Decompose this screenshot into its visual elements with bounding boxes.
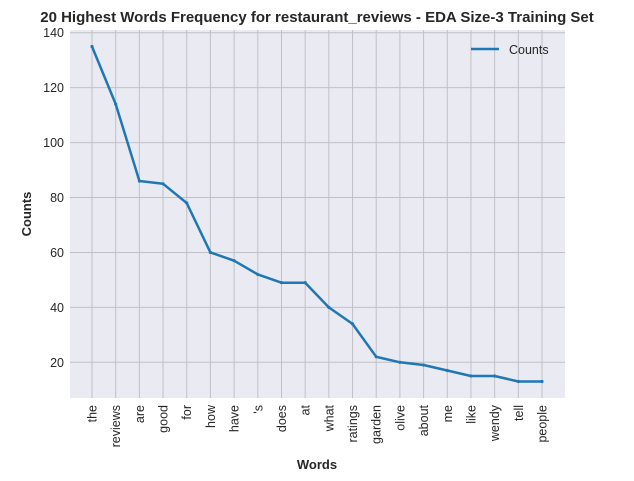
data-point [445, 368, 449, 373]
data-point [279, 281, 284, 285]
x-tick-label: does [275, 405, 289, 432]
series-line-counts [90, 45, 544, 383]
x-tick-label: about [417, 404, 431, 436]
x-tick-label: olive [393, 405, 407, 431]
x-tick-label: tell [512, 405, 526, 421]
grid-lines [70, 30, 565, 398]
legend: Counts [471, 43, 549, 57]
data-point [208, 250, 213, 255]
x-tick-label: good [157, 405, 171, 433]
data-point [469, 374, 473, 378]
x-tick-label: at [299, 404, 313, 415]
data-point [232, 259, 236, 263]
data-point [327, 305, 331, 309]
x-tick-label: 's [251, 405, 265, 414]
x-axis-ticks: the reviews are good for how have 's does at what r… [86, 404, 550, 447]
plot-area [70, 30, 565, 398]
data-point [398, 360, 402, 364]
data-point [185, 201, 189, 205]
data-point [374, 355, 378, 359]
data-point [303, 281, 307, 285]
x-tick-label: how [204, 404, 218, 428]
x-tick-label: wendy [488, 404, 502, 442]
y-axis-ticks: 20 40 60 80 100 120 140 [43, 26, 64, 370]
data-point [137, 179, 141, 183]
x-tick-label: are [133, 405, 147, 423]
x-tick-label: the [86, 405, 100, 422]
x-tick-label: people [536, 405, 550, 443]
data-point [516, 379, 520, 384]
x-tick-label: have [228, 405, 242, 432]
x-tick-label: reviews [109, 405, 123, 447]
x-tick-label: like [464, 405, 478, 424]
data-point [90, 44, 94, 49]
x-tick-label: ratings [346, 405, 360, 443]
series-layer [90, 44, 544, 384]
y-tick-label: 120 [43, 81, 64, 95]
data-point [493, 374, 497, 378]
y-tick-label: 60 [50, 246, 64, 260]
x-tick-label: garden [370, 405, 384, 444]
y-tick-label: 40 [50, 301, 64, 315]
data-point [540, 379, 544, 384]
data-point [256, 272, 260, 277]
data-point [421, 363, 426, 367]
data-point [350, 322, 355, 326]
y-tick-label: 80 [50, 191, 64, 205]
legend-label: Counts [509, 43, 549, 57]
y-tick-label: 100 [43, 136, 64, 150]
x-tick-label: me [441, 405, 455, 422]
data-point [161, 182, 165, 186]
x-tick-label: for [180, 405, 194, 420]
chart-title: 20 Highest Words Frequency for restauran… [40, 9, 594, 26]
y-tick-label: 140 [43, 26, 64, 40]
y-tick-label: 20 [50, 356, 64, 370]
x-tick-label: what [322, 404, 336, 432]
y-axis-label: Counts [19, 192, 34, 237]
data-point [114, 102, 118, 106]
x-axis-label: Words [297, 457, 337, 472]
